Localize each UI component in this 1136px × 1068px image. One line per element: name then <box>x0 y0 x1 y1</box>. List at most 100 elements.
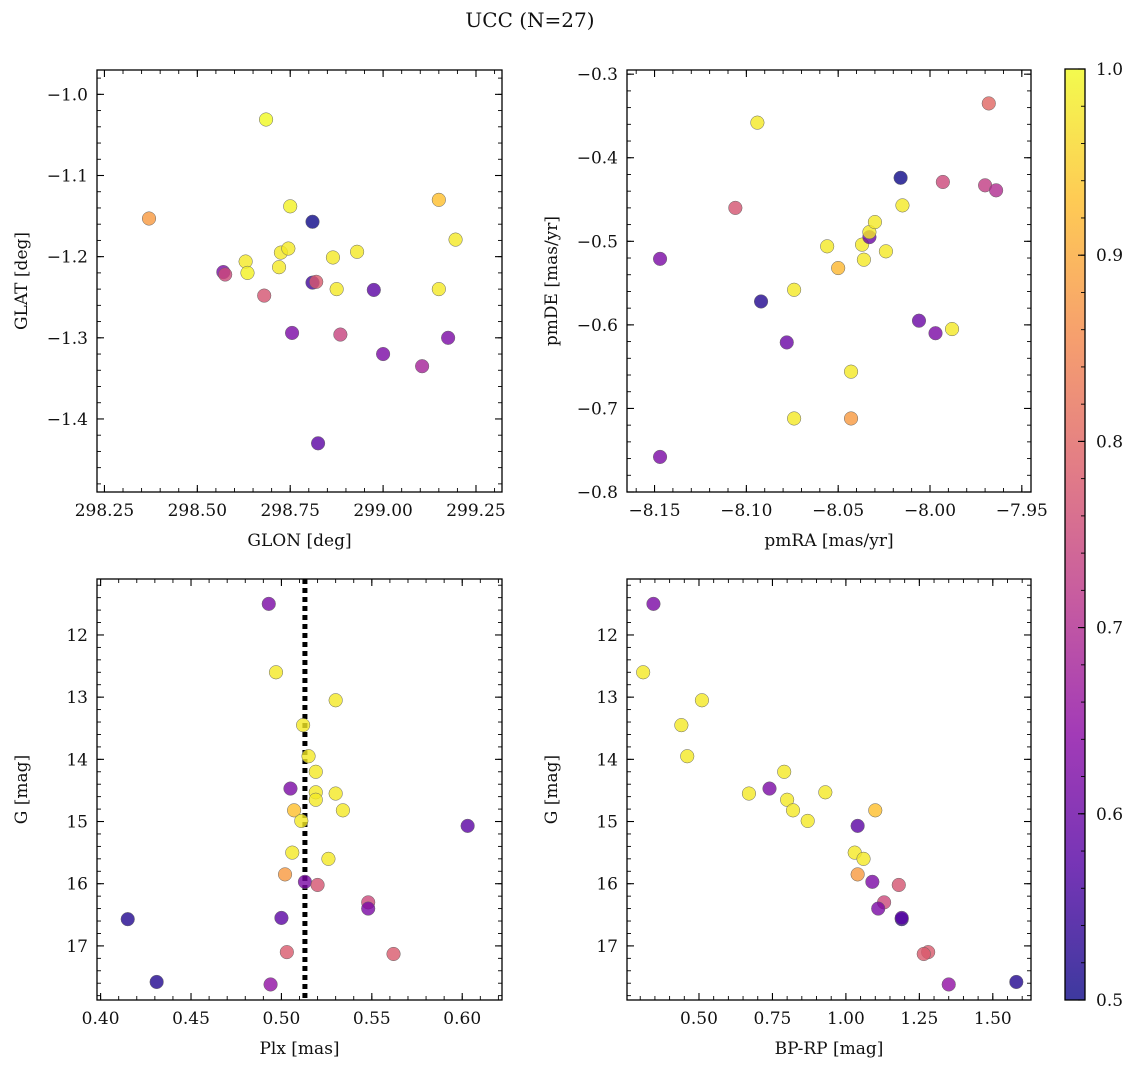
data-point <box>272 260 287 275</box>
data-point <box>820 239 835 254</box>
colorbar-tick-label: 0.6 <box>1096 805 1123 825</box>
x-tick-label: −8.00 <box>904 501 956 521</box>
y-tick-label: 17 <box>66 937 88 957</box>
data-point <box>277 867 293 882</box>
data-point <box>674 718 689 733</box>
y-tick-label: −0.3 <box>577 65 618 85</box>
panel-glon-glat: 298.25 298.50 298.75 299.00 299.25 −1.0 −1.1 −1… <box>12 69 506 551</box>
y-tick-label: −0.8 <box>577 483 618 503</box>
data-point <box>308 792 323 807</box>
x-axis-label: Plx [mas] <box>259 1039 339 1059</box>
x-tick-label: 0.50 <box>262 1009 300 1029</box>
data-point <box>867 215 882 230</box>
y-axis-label: G [mag] <box>12 755 32 824</box>
data-point <box>218 267 233 282</box>
data-point <box>274 910 289 925</box>
y-tick-label: 12 <box>66 626 88 646</box>
data-point <box>981 96 996 111</box>
x-axis-label: pmRA [mas/yr] <box>764 531 893 551</box>
x-tick-label: 299.00 <box>353 501 412 521</box>
y-tick-label: 13 <box>66 688 88 708</box>
data-point <box>891 877 906 893</box>
data-point <box>431 282 446 297</box>
y-tick-label: 16 <box>596 875 618 895</box>
data-point <box>386 946 401 962</box>
y-axis-label: G [mag] <box>542 755 562 824</box>
data-point <box>694 693 709 708</box>
data-point <box>680 749 695 764</box>
y-tick-label: −1.0 <box>47 85 88 105</box>
data-point <box>328 786 343 801</box>
data-point <box>309 274 324 289</box>
panel-plx-g: 0.40 0.45 0.50 0.55 0.60 12 13 14 15 16 17 Plx [mas… <box>12 578 503 1059</box>
data-point <box>895 198 910 213</box>
y-axis-label: pmDE [mas/yr] <box>542 216 562 346</box>
data-point <box>415 359 430 374</box>
axes-frame <box>96 578 503 1001</box>
data-point <box>646 596 661 611</box>
colorbar-tick-label: 1.0 <box>1096 60 1123 80</box>
data-point <box>850 818 865 833</box>
x-tick-label: 0.55 <box>353 1009 391 1029</box>
data-point <box>297 874 312 889</box>
data-point <box>754 294 769 309</box>
figure-title: UCC (N=27) <box>465 8 594 32</box>
data-point <box>928 326 943 341</box>
y-tick-label: −1.2 <box>47 248 88 268</box>
y-tick-label: 16 <box>66 875 88 895</box>
data-point <box>281 241 296 256</box>
data-point <box>636 665 651 680</box>
y-tick-label: 13 <box>596 688 618 708</box>
panel-bprp-g: 0.50 0.75 1.00 1.25 1.50 12 13 14 15 16 17 BP-RP [m… <box>542 578 1032 1059</box>
data-point <box>259 112 274 127</box>
data-point <box>431 192 446 207</box>
data-point <box>1009 974 1024 990</box>
data-point <box>321 851 336 866</box>
x-tick-label: 1.50 <box>974 1009 1012 1029</box>
data-point <box>741 786 756 801</box>
x-tick-label: −8.10 <box>720 501 772 521</box>
data-point <box>989 183 1004 198</box>
data-point <box>762 781 777 796</box>
data-point <box>850 867 865 882</box>
y-tick-label: −0.4 <box>577 149 618 169</box>
x-tick-label: −7.95 <box>996 501 1048 521</box>
x-tick-label: 298.75 <box>260 501 319 521</box>
y-tick-label: 14 <box>66 750 88 770</box>
x-tick-label: 0.50 <box>680 1009 718 1029</box>
data-point <box>283 199 298 214</box>
data-point <box>296 718 311 733</box>
data-point <box>325 250 340 265</box>
y-tick-label: 12 <box>596 626 618 646</box>
data-point <box>350 244 365 259</box>
data-point <box>893 170 908 185</box>
data-point <box>787 411 802 426</box>
data-point <box>787 282 802 297</box>
y-tick-label: 15 <box>66 813 88 833</box>
y-tick-label: 17 <box>596 937 618 957</box>
y-tick-label: −1.3 <box>47 329 88 349</box>
y-axis-label: GLAT [deg] <box>12 232 32 330</box>
colorbar-tick-label: 0.9 <box>1096 246 1123 266</box>
data-point <box>333 327 348 342</box>
x-tick-label: 0.40 <box>82 1009 120 1029</box>
data-point <box>311 436 326 451</box>
x-tick-label: 0.75 <box>754 1009 792 1029</box>
data-point <box>279 945 294 960</box>
x-tick-label: −8.05 <box>812 501 864 521</box>
data-point <box>800 813 815 828</box>
data-point <box>460 818 475 833</box>
x-axis-label: BP-RP [mag] <box>775 1039 884 1059</box>
x-tick-label: 298.25 <box>75 501 134 521</box>
data-point <box>911 313 927 328</box>
data-point <box>831 260 846 276</box>
data-point <box>310 877 325 893</box>
data-point <box>261 596 276 611</box>
x-tick-label: 298.50 <box>168 501 227 521</box>
x-tick-label: 299.25 <box>446 501 505 521</box>
data-point <box>944 321 960 337</box>
data-point <box>257 288 272 303</box>
data-point <box>868 803 883 818</box>
colorbar-gradient <box>1065 69 1085 1000</box>
